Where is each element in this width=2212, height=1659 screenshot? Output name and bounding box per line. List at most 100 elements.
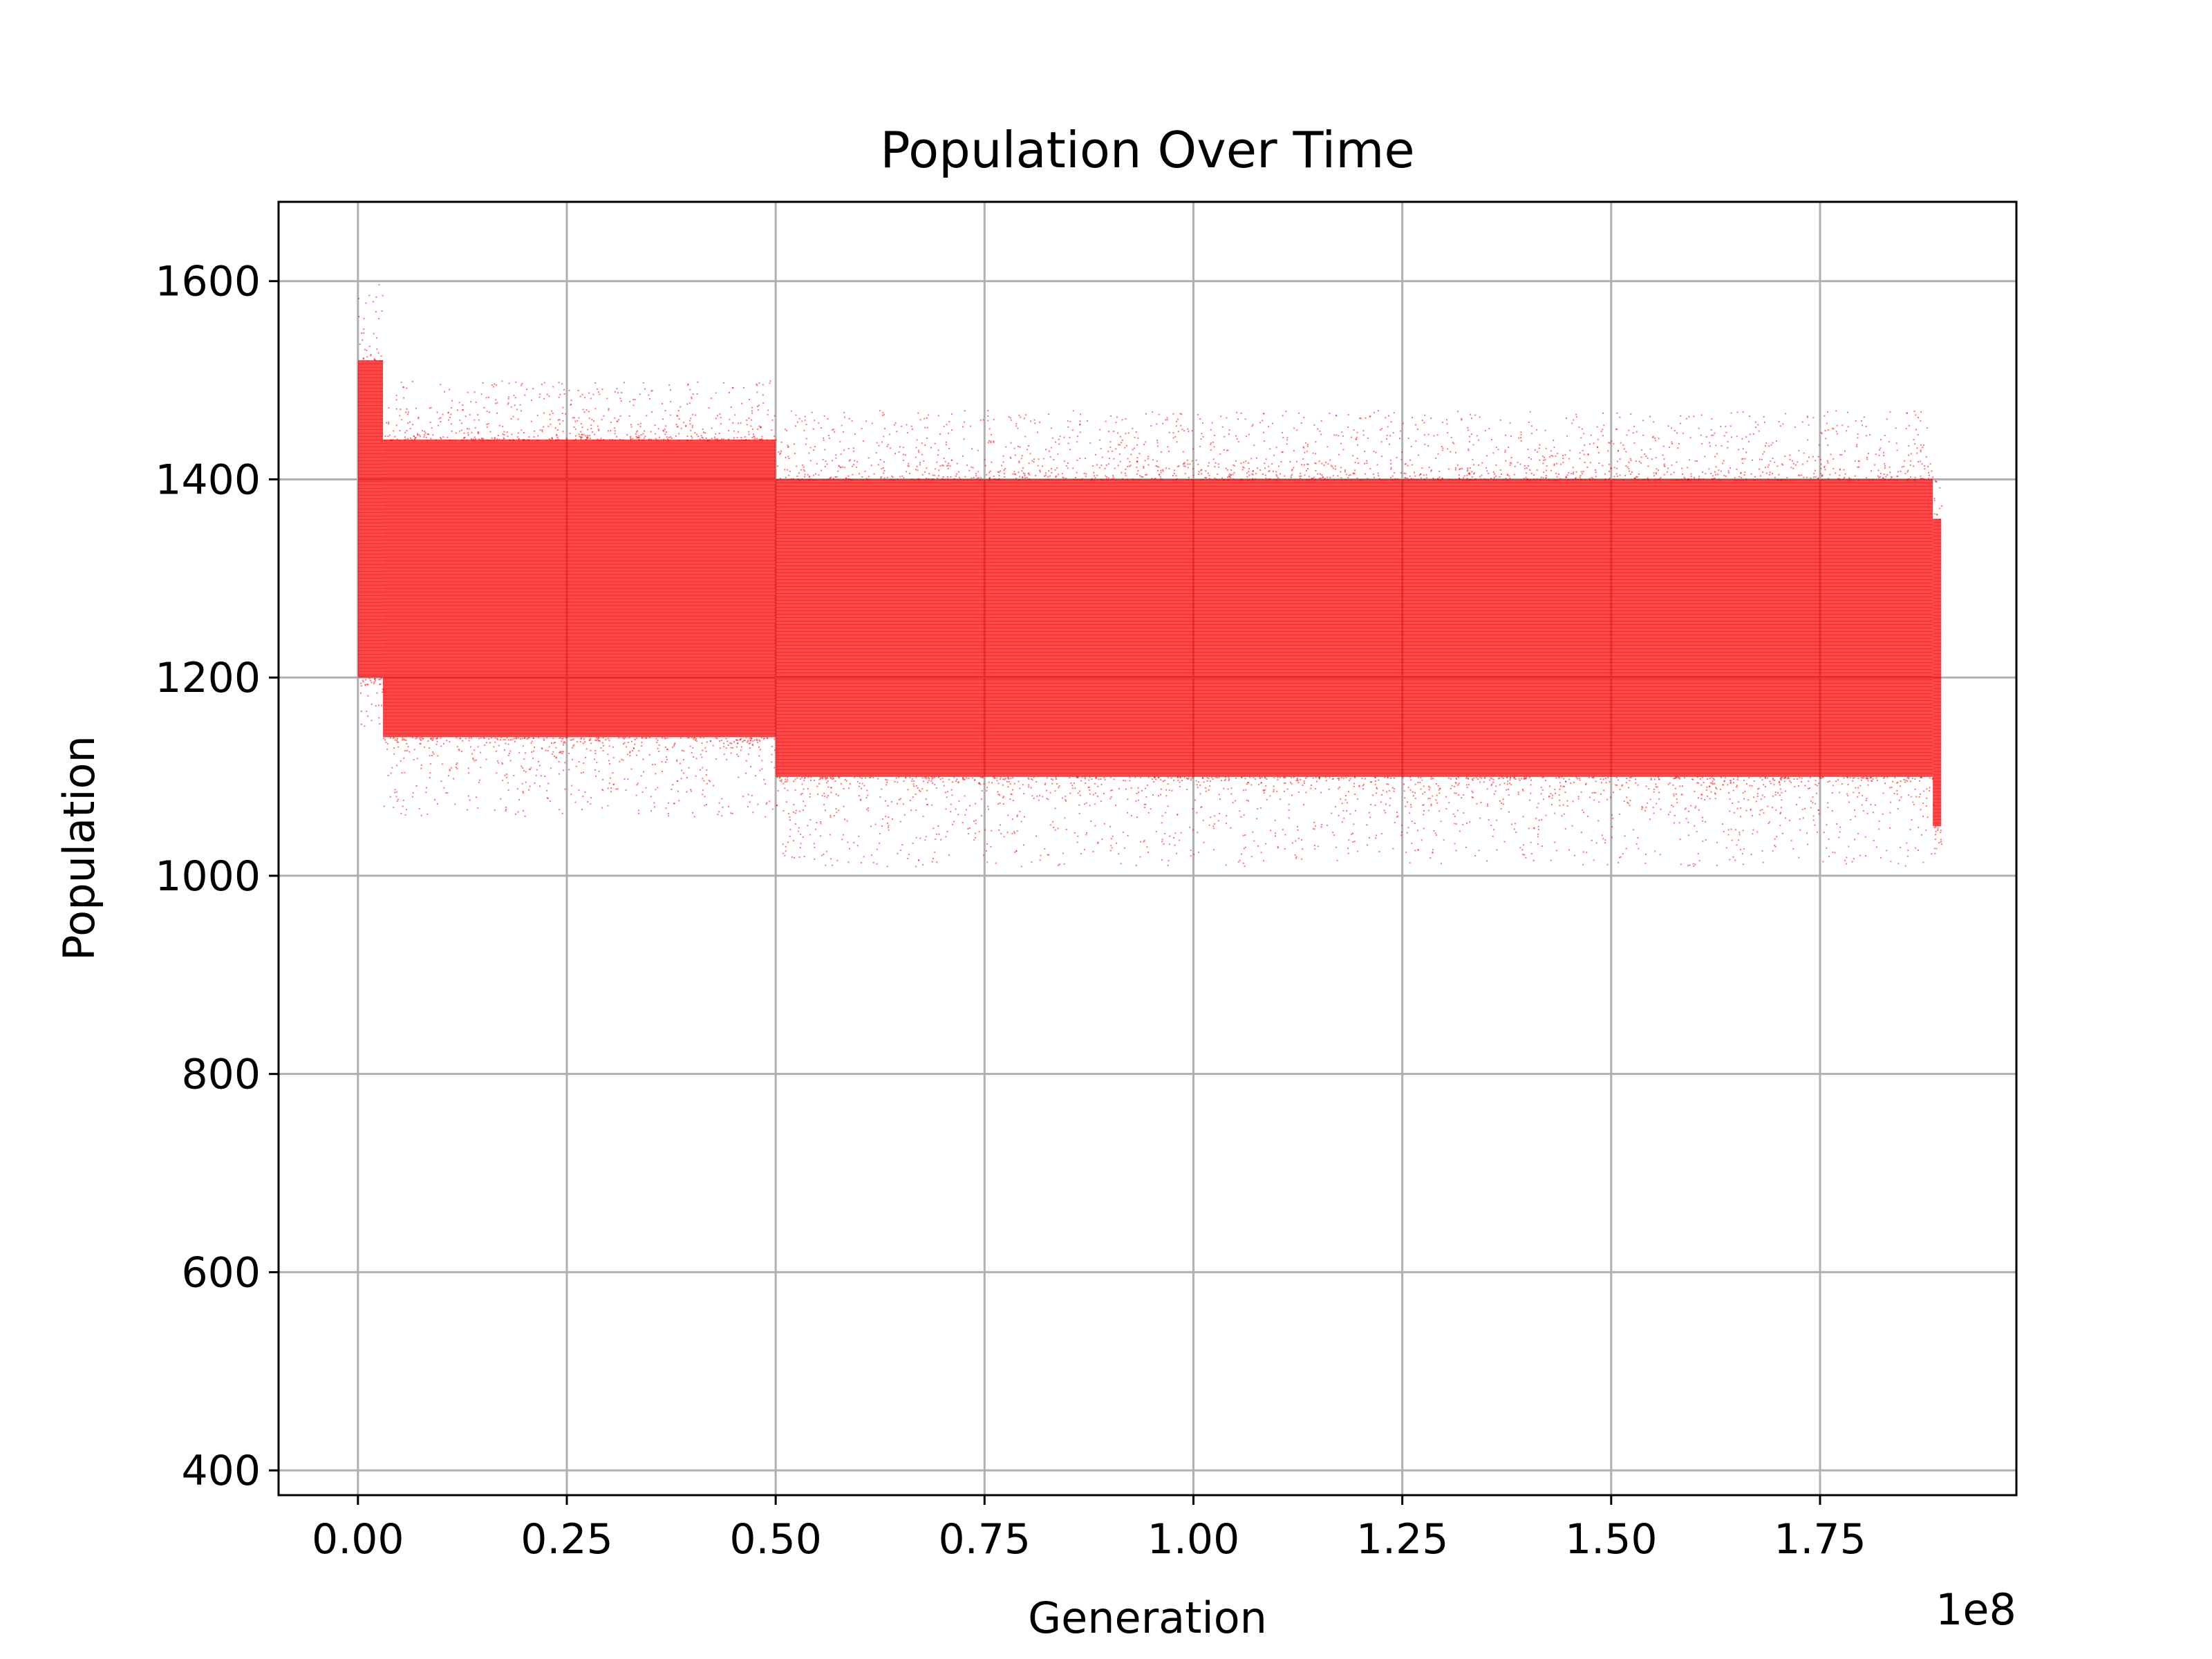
data-point: [1794, 464, 1797, 466]
data-point: [852, 474, 854, 476]
data-point: [777, 789, 779, 791]
data-point: [637, 436, 639, 438]
data-point: [1123, 847, 1125, 849]
data-point: [655, 738, 657, 740]
data-point: [1151, 478, 1153, 480]
data-point: [1457, 411, 1459, 413]
data-point: [463, 432, 465, 434]
data-point: [1593, 479, 1595, 481]
data-point: [713, 436, 715, 438]
data-point: [919, 462, 921, 464]
data-point: [623, 738, 625, 740]
data-point: [581, 433, 583, 435]
data-point: [856, 780, 859, 782]
data-point: [674, 742, 676, 744]
data-point: [1450, 436, 1452, 438]
data-point: [1134, 436, 1136, 438]
data-point: [947, 465, 949, 467]
data-point: [1191, 478, 1193, 480]
data-point: [1274, 835, 1276, 837]
data-point: [1214, 477, 1216, 479]
data-point: [1519, 780, 1521, 782]
data-point: [1699, 778, 1701, 780]
data-point: [664, 429, 666, 431]
data-point: [758, 739, 760, 741]
data-point: [1779, 784, 1781, 786]
data-point: [678, 440, 680, 442]
data-point: [553, 742, 555, 744]
data-point: [1315, 453, 1317, 455]
data-point: [1906, 780, 1909, 782]
data-point: [1738, 449, 1740, 451]
data-point: [709, 780, 711, 782]
data-point: [723, 746, 725, 748]
data-point: [932, 478, 935, 480]
data-point: [790, 478, 792, 480]
data-point: [691, 437, 693, 439]
data-point: [1459, 469, 1461, 471]
data-point: [1354, 794, 1356, 796]
data-point: [1691, 478, 1693, 480]
data-point: [427, 433, 429, 435]
data-point: [1608, 442, 1610, 444]
data-point: [379, 359, 382, 362]
data-point: [1093, 471, 1095, 474]
data-point: [1416, 830, 1418, 832]
data-point: [1565, 476, 1567, 478]
data-point: [1235, 435, 1237, 437]
data-point: [1900, 847, 1902, 849]
data-point: [1295, 856, 1297, 858]
data-point: [1320, 433, 1322, 435]
data-point: [1252, 831, 1254, 833]
data-point: [662, 402, 664, 404]
data-point: [364, 684, 366, 686]
data-point: [1914, 788, 1916, 790]
data-point: [637, 812, 639, 814]
data-point: [565, 439, 568, 441]
data-point: [969, 805, 971, 807]
data-point: [1165, 812, 1167, 814]
data-point: [688, 737, 691, 739]
data-point: [1483, 781, 1485, 783]
data-point: [943, 478, 945, 480]
data-point: [1700, 478, 1702, 480]
data-point: [1138, 479, 1141, 481]
data-point: [1882, 813, 1884, 815]
data-point: [1387, 426, 1389, 428]
data-point: [1156, 460, 1158, 462]
data-point: [1153, 478, 1155, 480]
data-point: [883, 413, 885, 415]
data-point: [1719, 788, 1721, 790]
data-point: [1109, 441, 1112, 443]
data-point: [488, 411, 490, 413]
data-point: [1472, 458, 1474, 460]
data-point: [757, 428, 759, 430]
data-point: [1237, 861, 1239, 863]
data-point: [868, 807, 870, 809]
data-point: [1023, 816, 1025, 818]
data-point: [494, 438, 496, 440]
data-point: [357, 297, 359, 299]
data-point: [1627, 803, 1629, 805]
data-point: [1188, 431, 1190, 433]
data-point: [360, 332, 362, 334]
data-point: [1297, 837, 1300, 839]
data-point: [638, 435, 640, 437]
data-point: [1228, 778, 1230, 780]
data-point: [830, 476, 832, 478]
data-point: [404, 436, 406, 438]
data-point: [980, 783, 982, 785]
data-point: [1288, 803, 1290, 805]
data-point: [561, 812, 563, 814]
data-point: [1458, 474, 1460, 476]
data-point: [1745, 451, 1747, 453]
data-point: [360, 682, 362, 684]
data-point: [599, 740, 601, 742]
data-point: [757, 409, 759, 411]
data-point: [1530, 853, 1533, 855]
data-point: [1777, 791, 1779, 794]
data-point: [943, 458, 945, 460]
data-point: [797, 478, 799, 480]
data-point: [722, 806, 724, 808]
data-point: [496, 772, 498, 774]
